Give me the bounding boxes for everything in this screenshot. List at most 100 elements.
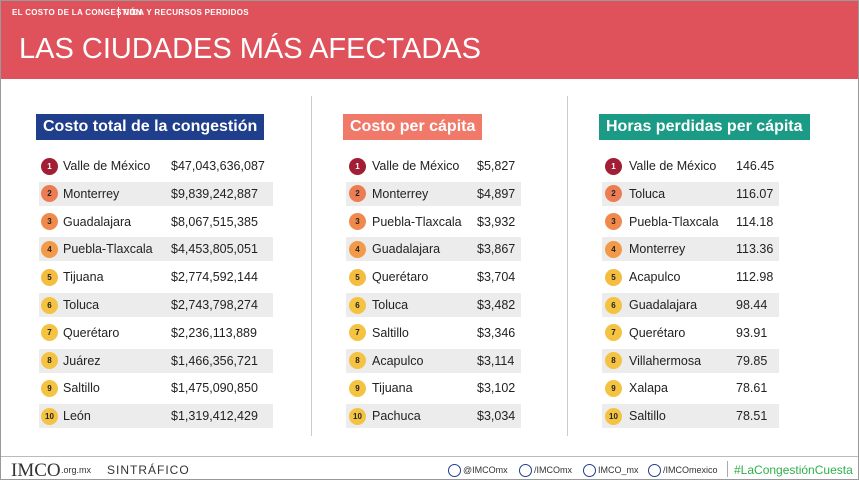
city: Monterrey [372, 186, 429, 201]
rank-badge: 9 [41, 379, 58, 397]
rank-badge: 10 [41, 407, 58, 425]
city: Acapulco [629, 270, 681, 285]
city: Saltillo [372, 325, 409, 340]
divider [567, 96, 568, 436]
social-handle: /IMCOmexico [663, 465, 718, 475]
rank-badge: 8 [349, 352, 366, 370]
row-band [602, 348, 779, 373]
row-band [602, 181, 779, 206]
footer-divider [727, 461, 728, 477]
rank-badge: 5 [349, 268, 366, 286]
social-icon [648, 464, 661, 477]
value: 78.61 [736, 381, 768, 396]
rank-badge: 7 [349, 324, 366, 342]
city: Guadalajara [372, 242, 441, 257]
value: 113.36 [736, 242, 774, 257]
value: $3,482 [477, 298, 516, 312]
city: Tijuana [63, 270, 104, 285]
row-band [39, 348, 273, 373]
rank-badge: 8 [41, 352, 58, 370]
city: Valle de México [372, 159, 460, 173]
rank-badge: 5 [605, 268, 622, 286]
rank-badge: 2 [349, 185, 366, 203]
row-band [39, 181, 273, 206]
table-title: Costo total de la congestión [36, 114, 265, 140]
city: Guadalajara [629, 298, 698, 312]
rank-badge: 4 [41, 240, 58, 258]
rank-badge: 6 [349, 296, 366, 314]
row-band [39, 404, 273, 429]
value: 78.51 [736, 409, 768, 424]
value: $2,743,798,274 [171, 298, 258, 312]
city: Monterrey [629, 242, 686, 257]
city: Tijuana [372, 381, 413, 396]
row-band [39, 293, 273, 317]
value: 112.98 [736, 270, 774, 285]
city: Puebla-Tlaxcala [629, 214, 719, 229]
social-icon [519, 464, 532, 477]
rank-badge: 8 [605, 352, 622, 370]
rank-badge: 6 [41, 296, 58, 314]
partner-logo: SINTRÁFICO [107, 463, 190, 477]
value: $8,067,515,385 [171, 214, 258, 229]
rank-badge: 3 [605, 213, 622, 231]
value: $3,704 [477, 270, 516, 285]
row-band [346, 348, 521, 373]
table-title: Horas perdidas per cápita [599, 114, 810, 140]
city: Valle de México [63, 159, 151, 173]
row-band [346, 293, 521, 317]
city: Querétaro [629, 325, 686, 340]
value: $3,932 [477, 214, 516, 229]
value: $9,839,242,887 [171, 186, 258, 201]
hashtag: #LaCongestiónCuesta [734, 463, 853, 477]
value: $5,827 [477, 159, 516, 173]
value: 114.18 [736, 214, 774, 229]
row-band [602, 404, 779, 429]
breadcrumb-divider [118, 7, 119, 18]
social-handle: @IMCOmx [463, 465, 508, 475]
value: 93.91 [736, 325, 768, 340]
divider [311, 96, 312, 436]
rank-badge: 7 [605, 324, 622, 342]
value: $1,466,356,721 [171, 353, 258, 368]
social-handle: IMCO_mx [598, 465, 639, 475]
rank-badge: 6 [605, 296, 622, 314]
city: Toluca [63, 298, 100, 312]
rank-badge: 4 [605, 240, 622, 258]
footer-rule [1, 456, 858, 457]
rank-badge: 3 [41, 213, 58, 231]
value: $1,319,412,429 [171, 409, 258, 424]
city: Toluca [629, 186, 666, 201]
value: $3,346 [477, 325, 516, 340]
rank-badge: 9 [349, 379, 366, 397]
value: $2,774,592,144 [171, 270, 258, 285]
city: Guadalajara [63, 214, 132, 229]
row-band [346, 237, 521, 262]
table-title: Costo per cápita [343, 114, 483, 140]
social-icon [448, 464, 461, 477]
rank-badge: 3 [349, 213, 366, 231]
rank-badge: 2 [605, 185, 622, 203]
rank-badge: 10 [349, 407, 366, 425]
rank-badge: 7 [41, 324, 58, 342]
social-handle: /IMCOmx [534, 465, 572, 475]
rank-badge: 4 [349, 240, 366, 258]
value: 146.45 [736, 159, 775, 173]
value: $3,034 [477, 409, 516, 424]
rank-badge: 1 [349, 157, 366, 175]
city: Saltillo [63, 381, 100, 396]
logo: IMCO [11, 460, 61, 480]
city: Juárez [63, 353, 101, 368]
social-icon [583, 464, 596, 477]
rank-badge: 10 [605, 407, 622, 425]
row-band [602, 237, 779, 262]
city: León [63, 409, 91, 424]
rank-badge: 9 [605, 379, 622, 397]
rank-badge: 2 [41, 185, 58, 203]
rank-badge: 5 [41, 268, 58, 286]
row-band [346, 404, 521, 429]
value: $2,236,113,889 [171, 325, 257, 340]
page-title: LAS CIUDADES MÁS AFECTADAS [19, 33, 481, 65]
city: Valle de México [629, 159, 717, 173]
value: $47,043,636,087 [171, 159, 265, 173]
